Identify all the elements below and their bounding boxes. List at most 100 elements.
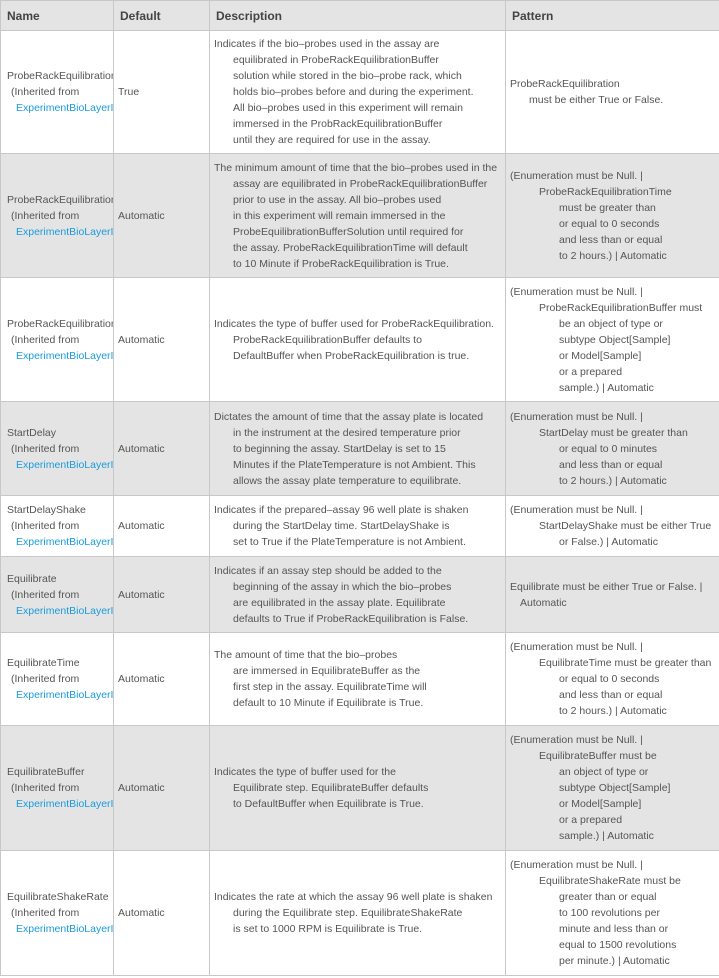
pattern-cell: ProbeRackEquilibration must be either Tru… bbox=[505, 30, 719, 154]
pattern-line: an object of type or bbox=[559, 766, 649, 778]
table-row: EquilibrateShakeRate (Inherited from Exper… bbox=[0, 850, 719, 976]
description-line: Dictates the amount of time that the ass… bbox=[214, 410, 484, 423]
inherited-link[interactable]: ExperimentBioLayerInterferometry bbox=[16, 798, 114, 810]
inherited-link[interactable]: ExperimentBioLayerInterferometry bbox=[16, 349, 114, 362]
pattern-line: or a prepared bbox=[559, 814, 623, 826]
pattern-cell: (Enumeration must be Null. | ProbeRackEqu… bbox=[505, 153, 719, 278]
pattern-cell: (Enumeration must be Null. | StartDelaySh… bbox=[505, 495, 719, 557]
description-line: allows the assay plate temperature to eq… bbox=[233, 474, 462, 487]
pattern-line: sample.) | Automatic bbox=[559, 830, 654, 842]
inherited-link[interactable]: ExperimentBioLayerInterferometry bbox=[16, 225, 114, 238]
header-name: Name bbox=[0, 0, 114, 31]
pattern-line: ProbeRackEquilibration bbox=[510, 78, 620, 90]
description-cell: Indicates the type of buffer used for Pr… bbox=[209, 277, 506, 402]
pattern-line: greater than or equal bbox=[559, 891, 657, 903]
option-name: StartDelay bbox=[7, 426, 57, 439]
pattern-line: StartDelay must be greater than bbox=[539, 426, 688, 439]
name-cell: StartDelayShake (Inherited from Experiment… bbox=[0, 495, 114, 557]
inherited-label: (Inherited from bbox=[11, 588, 80, 601]
description-line: assay are equilibrated in ProbeRackEquil… bbox=[233, 177, 488, 190]
description-line: All bio–probes used in this experiment w… bbox=[233, 102, 463, 114]
description-line: Indicates if an assay step should be add… bbox=[214, 564, 442, 577]
description-cell: The amount of time that the bio–probes ar… bbox=[209, 632, 506, 726]
inherited-link[interactable]: ExperimentBioLayerInterferometry bbox=[16, 689, 114, 701]
pattern-line: (Enumeration must be Null. | bbox=[510, 169, 643, 182]
name-cell: ProbeRackEquilibrationTime (Inherited fro… bbox=[0, 153, 114, 278]
pattern-line: or Model[Sample] bbox=[559, 349, 642, 362]
inherited-link[interactable]: ExperimentBioLayerInterferometry bbox=[16, 536, 114, 548]
table-row: ProbeRackEquilibrationBuffer (Inherited f… bbox=[0, 277, 719, 402]
inherited-label: (Inherited from bbox=[11, 673, 80, 685]
pattern-line: Automatic bbox=[520, 596, 567, 609]
description-line: solution while stored in the bio–probe r… bbox=[233, 70, 462, 82]
default-cell: Automatic bbox=[113, 277, 210, 402]
inherited-label: (Inherited from bbox=[11, 907, 80, 919]
inherited-label: (Inherited from bbox=[11, 209, 80, 222]
inherited-link[interactable]: ExperimentBioLayerInterferometry bbox=[16, 604, 114, 617]
description-line: The minimum amount of time that the bio–… bbox=[214, 161, 498, 174]
pattern-line: or Model[Sample] bbox=[559, 798, 642, 810]
inherited-link[interactable]: ExperimentBioLayerInterferometry bbox=[16, 923, 114, 935]
inherited-label: (Inherited from bbox=[11, 333, 80, 346]
description-line: ProbeEquilibrationBufferSolution until r… bbox=[233, 225, 464, 238]
pattern-line: (Enumeration must be Null. | bbox=[510, 641, 643, 653]
name-cell: Equilibrate (Inherited from ExperimentBioL… bbox=[0, 556, 114, 633]
inherited-link[interactable]: ExperimentBioLayerInterferometry bbox=[16, 102, 114, 114]
pattern-line: StartDelayShake must be either True bbox=[539, 520, 712, 532]
option-name: ProbeRackEquilibrationBuffer bbox=[7, 317, 113, 330]
description-line: are immersed in EquilibrateBuffer as the bbox=[233, 665, 421, 677]
pattern-line: to 100 revolutions per bbox=[559, 907, 660, 919]
description-line: first step in the assay. EquilibrateTime… bbox=[233, 681, 427, 693]
description-line: equilibrated in ProbeRackEquilibrationBu… bbox=[233, 54, 439, 66]
pattern-line: or equal to 0 seconds bbox=[559, 217, 660, 230]
name-cell: EquilibrateTime (Inherited from Experiment… bbox=[0, 632, 114, 726]
description-line: Indicates if the prepared–assay 96 well … bbox=[214, 504, 469, 516]
option-name: EquilibrateTime bbox=[7, 657, 80, 669]
description-line: ProbeRackEquilibrationBuffer defaults to bbox=[233, 333, 422, 346]
option-name: StartDelayShake bbox=[7, 504, 86, 516]
description-line: Equilibrate step. EquilibrateBuffer defa… bbox=[233, 782, 429, 794]
pattern-cell: (Enumeration must be Null. | ProbeRackEqu… bbox=[505, 277, 719, 402]
description-line: in this experiment will remain immersed … bbox=[233, 209, 446, 222]
pattern-line: (Enumeration must be Null. | bbox=[510, 734, 643, 746]
description-line: immersed in the ProbRackEquilibrationBuf… bbox=[233, 118, 443, 130]
inherited-label: (Inherited from bbox=[11, 520, 80, 532]
table-row: ProbeRackEquilibration (Inherited from Exp… bbox=[0, 30, 719, 154]
description-line: is set to 1000 RPM is Equilibrate is Tru… bbox=[233, 923, 423, 935]
description-cell: The minimum amount of time that the bio–… bbox=[209, 153, 506, 278]
default-cell: Automatic bbox=[113, 495, 210, 557]
inherited-label: (Inherited from bbox=[11, 442, 80, 455]
description-line: the assay. ProbeRackEquilibrationTime wi… bbox=[233, 241, 468, 254]
inherited-label: (Inherited from bbox=[11, 86, 80, 98]
pattern-line: (Enumeration must be Null. | bbox=[510, 285, 643, 298]
pattern-line: and less than or equal bbox=[559, 689, 663, 701]
description-line: Minutes if the PlateTemperature is not A… bbox=[233, 458, 476, 471]
description-line: set to True if the PlateTemperature is n… bbox=[233, 536, 466, 548]
option-name: EquilibrateShakeRate bbox=[7, 891, 109, 903]
name-cell: EquilibrateBuffer (Inherited from Experime… bbox=[0, 725, 114, 851]
pattern-line: be an object of type or bbox=[559, 317, 663, 330]
description-line: prior to use in the assay. All bio–probe… bbox=[233, 193, 442, 206]
pattern-line: EquilibrateTime must be greater than bbox=[539, 657, 712, 669]
pattern-line: must be greater than bbox=[559, 201, 656, 214]
name-cell: EquilibrateShakeRate (Inherited from Exper… bbox=[0, 850, 114, 976]
inherited-link[interactable]: ExperimentBioLayerInterferometry bbox=[16, 458, 114, 471]
pattern-line: to 2 hours.) | Automatic bbox=[559, 705, 667, 717]
default-cell: Automatic bbox=[113, 556, 210, 633]
name-cell: StartDelay (Inherited from ExperimentBioLa… bbox=[0, 401, 114, 496]
pattern-line: or equal to 0 seconds bbox=[559, 673, 660, 685]
pattern-line: ProbeRackEquilibrationBuffer must bbox=[539, 301, 703, 314]
description-line: during the StartDelay time. StartDelaySh… bbox=[233, 520, 450, 532]
pattern-line: and less than or equal bbox=[559, 233, 663, 246]
pattern-line: sample.) | Automatic bbox=[559, 381, 654, 394]
header-default: Default bbox=[113, 0, 210, 31]
default-cell: Automatic bbox=[113, 725, 210, 851]
pattern-line: EquilibrateShakeRate must be bbox=[539, 875, 681, 887]
table-row: StartDelayShake (Inherited from Experiment… bbox=[0, 495, 719, 557]
pattern-cell: (Enumeration must be Null. | EquilibrateB… bbox=[505, 725, 719, 851]
pattern-line: or False.) | Automatic bbox=[559, 536, 659, 548]
pattern-line: EquilibrateBuffer must be bbox=[539, 750, 657, 762]
pattern-line: to 2 hours.) | Automatic bbox=[559, 249, 667, 262]
option-name: ProbeRackEquilibration bbox=[7, 70, 114, 82]
